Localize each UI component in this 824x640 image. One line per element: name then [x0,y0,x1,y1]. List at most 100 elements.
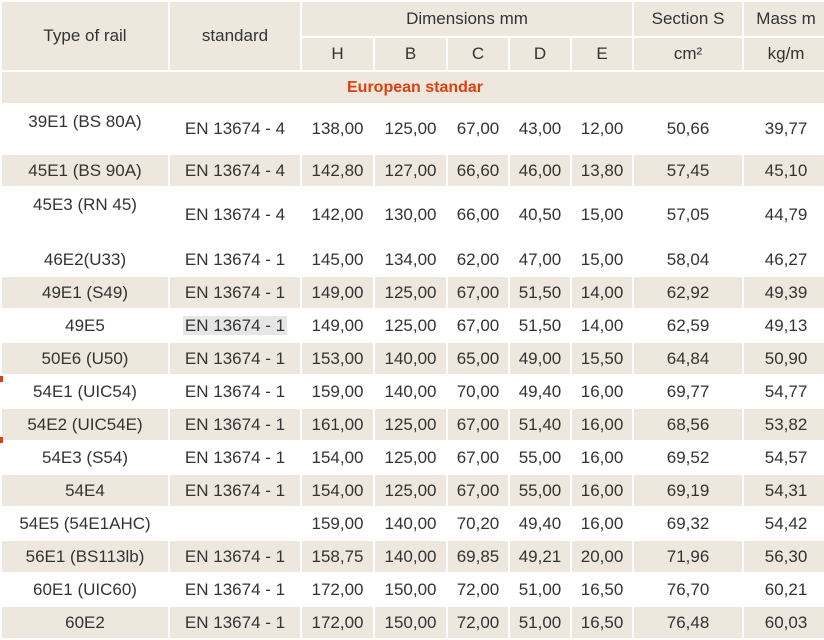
cell-type: 54E5 (54E1AHC) [2,508,168,539]
edge-marker [0,437,3,443]
cell-h: 142,00 [302,188,373,242]
cell-s: 62,59 [634,310,743,341]
cell-standard: EN 13674 - 4 [170,188,300,242]
cell-type: 39E1 (BS 80A) [2,105,168,153]
cell-c: 70,00 [448,376,508,407]
cell-h: 142,80 [302,155,373,186]
cell-d: 49,21 [510,541,570,572]
cell-h: 172,00 [302,574,373,605]
cell-s: 64,84 [634,343,743,374]
cell-type: 54E1 (UIC54) [2,376,168,407]
cell-s: 57,45 [634,155,743,186]
cell-m: 45,10 [744,155,824,186]
cell-e: 16,50 [572,574,633,605]
cell-e: 16,00 [572,409,633,440]
cell-s: 69,52 [634,442,743,473]
table-row: 39E1 (BS 80A) EN 13674 - 4 138,00 125,00 67,… [2,105,824,153]
cell-b: 125,00 [375,409,446,440]
cell-s: 68,56 [634,409,743,440]
header-dimensions: Dimensions mm [302,2,633,36]
cell-d: 43,00 [510,105,570,153]
cell-m: 54,31 [744,475,824,506]
cell-standard: EN 13674 - 4 [170,105,300,153]
cell-e: 16,00 [572,508,633,539]
table-row: 54E1 (UIC54) EN 13674 - 1 159,00 140,00 70,0… [2,376,824,407]
cell-standard: EN 13674 - 1 [170,310,300,341]
cell-e: 15,00 [572,188,633,242]
cell-d: 51,50 [510,277,570,308]
cell-h: 161,00 [302,409,373,440]
table-row: 45E1 (BS 90A) EN 13674 - 4 142,80 127,00 66,… [2,155,824,186]
cell-s: 62,92 [634,277,743,308]
cell-h: 145,00 [302,244,373,275]
table-row: 49E1 (S49) EN 13674 - 1 149,00 125,00 67,00 5… [2,277,824,308]
cell-b: 125,00 [375,442,446,473]
cell-standard: EN 13674 - 1 [170,607,300,638]
cell-type: 54E3 (S54) [2,442,168,473]
cell-e: 16,00 [572,475,633,506]
cell-standard: EN 13674 - 1 [170,475,300,506]
cell-standard: EN 13674 - 1 [170,541,300,572]
cell-h: 159,00 [302,376,373,407]
cell-e: 14,00 [572,277,633,308]
cell-standard: EN 13674 - 1 [170,409,300,440]
cell-standard: EN 13674 - 1 [170,574,300,605]
header-d: D [510,38,570,70]
cell-s: 58,04 [634,244,743,275]
cell-m: 60,03 [744,607,824,638]
cell-d: 51,00 [510,607,570,638]
table-row: 49E5 EN 13674 - 1 149,00 125,00 67,00 51,50 14… [2,310,824,341]
cell-d: 51,00 [510,574,570,605]
cell-c: 67,00 [448,409,508,440]
cell-standard: EN 13674 - 1 [170,343,300,374]
header-mass-unit: kg/m [744,38,824,70]
cell-d: 49,40 [510,376,570,407]
cell-type: 50E6 (U50) [2,343,168,374]
cell-e: 15,00 [572,244,633,275]
cell-d: 49,40 [510,508,570,539]
table-row: 50E6 (U50) EN 13674 - 1 153,00 140,00 65,00 4… [2,343,824,374]
cell-standard: EN 13674 - 1 [170,277,300,308]
cell-s: 69,32 [634,508,743,539]
cell-m: 49,39 [744,277,824,308]
cell-c: 66,60 [448,155,508,186]
cell-type: 60E1 (UIC60) [2,574,168,605]
table-row: 54E2 (UIC54E) EN 13674 - 1 161,00 125,00 67,… [2,409,824,440]
table-row: 54E3 (S54) EN 13674 - 1 154,00 125,00 67,00 5… [2,442,824,473]
header-mass: Mass m [744,2,824,36]
cell-c: 65,00 [448,343,508,374]
cell-standard [170,508,300,539]
cell-c: 72,00 [448,574,508,605]
cell-b: 140,00 [375,541,446,572]
cell-type: 46E2(U33) [2,244,168,275]
cell-s: 76,48 [634,607,743,638]
header-section-unit: cm² [634,38,743,70]
cell-m: 56,30 [744,541,824,572]
header-b: B [375,38,446,70]
cell-e: 16,00 [572,376,633,407]
cell-c: 62,00 [448,244,508,275]
cell-d: 51,40 [510,409,570,440]
cell-type: 49E5 [2,310,168,341]
header-type-of-rail: Type of rail [2,2,168,70]
header-c: C [448,38,508,70]
cell-c: 67,00 [448,310,508,341]
cell-e: 15,50 [572,343,633,374]
cell-c: 70,20 [448,508,508,539]
cell-s: 69,19 [634,475,743,506]
cell-m: 39,77 [744,105,824,153]
table-row: 60E1 (UIC60) EN 13674 - 1 172,00 150,00 72,0… [2,574,824,605]
table-row: 54E4 EN 13674 - 1 154,00 125,00 67,00 55,00 16… [2,475,824,506]
cell-b: 130,00 [375,188,446,242]
cell-s: 69,77 [634,376,743,407]
cell-b: 140,00 [375,376,446,407]
cell-b: 125,00 [375,277,446,308]
cell-h: 153,00 [302,343,373,374]
table-row: 45E3 (RN 45) EN 13674 - 4 142,00 130,00 66,0… [2,188,824,242]
cell-h: 154,00 [302,442,373,473]
cell-m: 54,77 [744,376,824,407]
cell-h: 172,00 [302,607,373,638]
cell-m: 60,21 [744,574,824,605]
cell-h: 149,00 [302,310,373,341]
